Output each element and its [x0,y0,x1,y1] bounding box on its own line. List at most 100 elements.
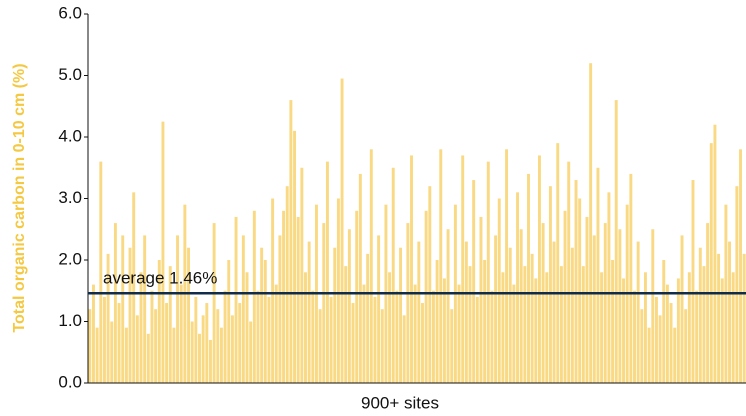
bar [128,247,132,383]
bar [691,180,695,383]
bar [369,149,373,383]
bar [102,296,106,383]
bar [687,272,691,383]
bar [336,198,340,383]
bar [351,303,355,383]
bar [717,253,721,383]
bar [388,272,392,383]
bar [88,309,92,383]
bar [143,235,147,383]
bar [293,130,297,383]
bar [325,161,329,383]
bar [402,315,406,383]
bar [366,253,370,383]
bar [636,241,640,383]
bar [698,247,702,383]
bar [442,278,446,383]
bar [95,327,99,383]
bar [205,303,209,383]
bar [479,216,483,383]
bar [644,272,647,383]
bar [417,241,421,383]
bar [260,247,264,383]
bar [483,260,487,383]
bar [413,284,417,383]
bar [633,290,636,383]
bar [545,272,549,383]
bar [406,223,410,383]
bar [592,235,596,383]
bar [165,303,169,383]
y-tick-label: 1.0 [58,311,82,330]
bar [607,192,611,383]
bar [475,296,479,383]
bar [344,266,348,383]
bar [285,186,289,383]
bar [665,284,669,383]
y-tick-label: 2.0 [58,249,82,268]
bar [267,296,271,383]
bar [695,290,699,383]
bars [88,63,746,383]
bar [658,315,662,383]
bar [622,278,626,383]
bar [497,198,501,383]
bar [333,247,337,383]
bar [541,223,545,383]
bar [307,241,311,383]
bar [219,327,223,383]
bar [208,339,212,383]
bar [552,241,556,383]
bar [318,309,322,383]
bar [563,210,567,383]
bar [373,296,377,383]
bar [684,309,688,383]
bar [92,284,95,383]
bar [212,223,216,383]
bar [176,235,180,383]
bar [391,167,395,383]
bar [589,63,593,383]
bar [651,229,655,383]
bar [146,333,150,383]
bar [190,321,194,383]
bar [187,247,190,383]
bar [377,235,381,383]
bar [282,210,286,383]
bar [132,192,136,383]
bar [271,198,275,383]
bar [662,260,666,383]
bar [530,253,534,383]
bar [472,180,476,383]
bar [340,78,344,383]
bar [296,216,300,383]
bar [464,241,468,383]
bar [113,223,117,383]
bar [519,229,523,383]
bar [435,260,439,383]
bar [362,284,366,383]
bar [720,278,724,383]
bar [347,229,351,383]
bar [534,278,538,383]
bar [172,327,176,383]
bar [289,100,293,383]
bar [311,290,315,383]
bar [654,296,658,383]
bar [410,155,413,383]
bar [702,266,706,383]
bar [581,266,585,383]
bar [640,309,644,383]
bar [124,327,128,383]
bar [179,284,183,383]
bar [395,290,399,383]
bar [424,210,428,383]
bar [600,272,604,383]
bar [278,235,282,383]
bar [329,296,333,383]
average-label: average 1.46% [103,269,217,288]
bar [439,149,443,383]
bar [234,216,238,383]
bar [300,167,304,383]
